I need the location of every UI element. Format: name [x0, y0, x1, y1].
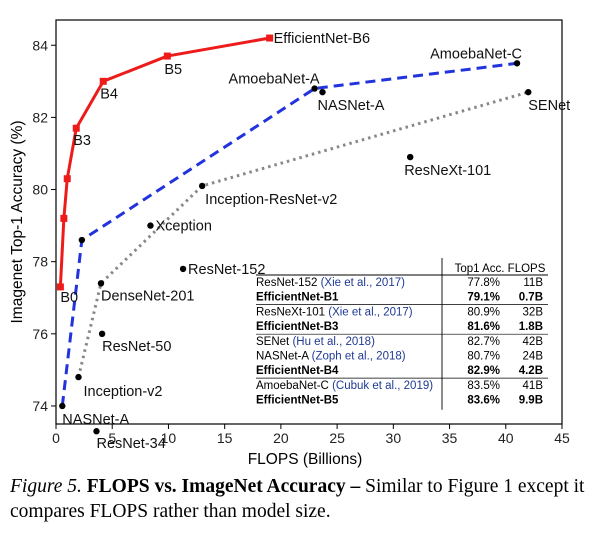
table-acc: 81.6%	[467, 321, 500, 333]
data-point	[198, 182, 206, 190]
table-model: EfficientNet-B1	[256, 291, 339, 303]
series-line	[60, 61, 518, 407]
point-label: ResNet-34	[96, 436, 165, 452]
table-model: SENet (Hu et al., 2018)	[256, 336, 375, 348]
data-point	[75, 373, 82, 381]
table-flops: 41B	[523, 380, 544, 392]
table-acc: 83.5%	[467, 380, 500, 392]
point-label: B3	[73, 133, 91, 149]
point-label: NASNet-A	[62, 412, 129, 428]
table-flops: 1.8B	[519, 321, 543, 333]
plot-frame	[55, 19, 563, 425]
table-acc: 80.9%	[467, 307, 500, 319]
x-tick-label: 35	[442, 430, 458, 446]
data-point	[97, 280, 105, 287]
point-label: Inception-ResNet-v2	[205, 192, 337, 208]
table-model: ResNet-152 (Xie et al., 2017)	[256, 277, 405, 289]
table-acc: 82.7%	[467, 336, 500, 348]
y-tick-label: 76	[32, 326, 48, 342]
point-label: Xception	[155, 219, 211, 235]
point-label: AmoebaNet-C	[430, 46, 522, 62]
y-tick-label: 84	[32, 37, 48, 53]
table-flops: 42B	[523, 336, 544, 348]
y-tick-label: 82	[32, 109, 48, 125]
data-point	[407, 153, 414, 161]
point-label: Inception-v2	[83, 384, 162, 400]
point-label: DenseNet-201	[101, 288, 195, 304]
data-point	[78, 236, 86, 244]
data-point	[99, 77, 107, 85]
caption-figure-label: Figure 5.	[10, 476, 82, 497]
x-tick-label: 25	[329, 430, 345, 446]
flops-vs-accuracy-chart: 0 5 10 15 20 25 30 35 40 45 74 76 78 80 82 84 FLOPS (Bil…	[9, 19, 570, 468]
data-point	[266, 34, 274, 42]
x-tick-label: 30	[386, 430, 402, 446]
table-model: EfficientNet-B4	[256, 365, 339, 377]
figure-caption: Figure 5. FLOPS vs. ImageNet Accuracy – …	[10, 474, 600, 524]
table-flops: 24B	[523, 351, 544, 363]
table-acc: 80.7%	[467, 351, 500, 363]
data-point	[72, 124, 80, 132]
point-label: B5	[164, 62, 182, 78]
point-label: B4	[100, 86, 118, 102]
point-label: NASNet-A	[317, 98, 384, 114]
point-label: EfficientNet-B6	[274, 31, 370, 47]
data-point	[56, 283, 64, 291]
data-point	[513, 60, 521, 67]
x-tick-label: 45	[554, 430, 570, 446]
table-acc: 79.1%	[467, 291, 500, 303]
data-point	[319, 88, 326, 96]
table-header: Top1 Acc. FLOPS	[455, 263, 546, 275]
data-point	[525, 88, 532, 96]
caption-title: FLOPS vs. ImageNet Accuracy –	[86, 476, 361, 497]
y-axis-label: Imagenet Top-1 Accuracy (%)	[9, 120, 26, 323]
caption-text: Similar to Figure 1 except it compares F…	[10, 476, 585, 522]
table-acc: 77.8%	[467, 277, 500, 289]
y-tick-label: 74	[32, 398, 48, 414]
point-label: AmoebaNet-A	[229, 72, 320, 88]
data-point	[63, 175, 71, 183]
x-tick-label: 20	[273, 430, 289, 446]
data-point	[60, 214, 68, 222]
table-flops: 0.7B	[519, 291, 543, 303]
table-acc: 83.6%	[467, 394, 500, 406]
y-tick-label: 78	[32, 254, 48, 270]
x-axis-label: FLOPS (Billions)	[248, 451, 363, 468]
point-label: ResNet-152	[188, 262, 265, 278]
table-flops: 11B	[523, 277, 543, 289]
table-model: EfficientNet-B3	[256, 321, 338, 333]
data-point	[311, 85, 318, 92]
table-model: ResNeXt-101 (Xie et al., 2017)	[256, 307, 413, 319]
table-flops: 4.2B	[519, 365, 543, 377]
table-acc: 82.9%	[467, 365, 500, 377]
point-label: ResNet-50	[102, 339, 171, 355]
table-model: EfficientNet-B5	[256, 394, 339, 406]
point-label: SENet	[528, 98, 570, 114]
x-tick-label: 0	[52, 430, 60, 446]
x-tick-label: 10	[161, 430, 177, 446]
table-model: AmoebaNet-C (Cubuk et al., 2019)	[256, 380, 433, 392]
data-point	[59, 402, 66, 410]
data-point	[163, 52, 171, 60]
data-point	[147, 222, 154, 229]
y-tick-label: 80	[32, 182, 48, 198]
table-model: NASNet-A (Zoph et al., 2018)	[256, 351, 406, 363]
data-point	[179, 265, 187, 273]
table-flops: 9.9B	[519, 394, 543, 406]
x-tick-label: 15	[217, 430, 233, 446]
x-tick-label: 5	[108, 430, 116, 446]
point-label: ResNeXt-101	[404, 163, 491, 179]
data-point	[98, 330, 106, 338]
data-point	[93, 428, 100, 435]
point-label: B0	[60, 290, 78, 306]
x-tick-label: 40	[498, 430, 514, 446]
table-flops: 32B	[523, 307, 544, 319]
